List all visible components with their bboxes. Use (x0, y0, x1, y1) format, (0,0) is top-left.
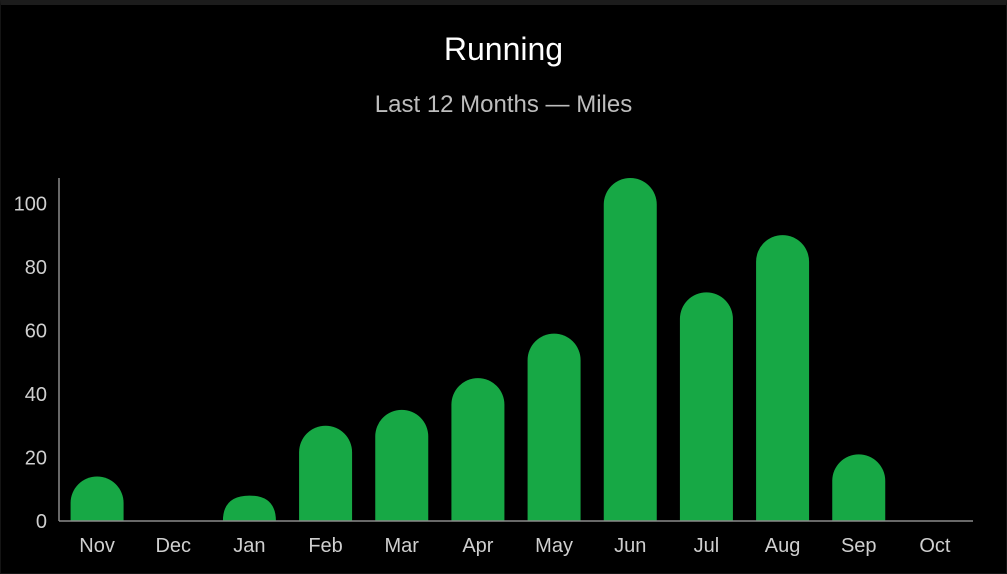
x-tick-label-nov: Nov (79, 535, 115, 557)
bars-group (70, 178, 886, 522)
x-tick-label-mar: Mar (385, 535, 420, 557)
y-tick-label: 0 (36, 511, 47, 533)
bar-nov (70, 476, 124, 521)
x-tick-label-dec: Dec (155, 535, 191, 557)
x-tick-label-apr: Apr (462, 535, 493, 557)
x-tick-label-aug: Aug (765, 535, 801, 557)
y-tick-label: 80 (25, 257, 47, 279)
y-axis-ticks: 0 20 40 60 80 100 (14, 193, 47, 533)
bar-may (527, 333, 581, 521)
bar-feb (299, 425, 353, 521)
x-tick-label-oct: Oct (919, 535, 951, 557)
bar-mar (375, 409, 429, 521)
bar-jan (222, 495, 276, 521)
x-tick-label-jan: Jan (233, 535, 265, 557)
bar-jun (603, 178, 657, 522)
bar-sep (832, 454, 886, 521)
y-tick-label: 100 (14, 193, 47, 215)
x-tick-label-sep: Sep (841, 535, 877, 557)
bar-aug (756, 235, 810, 521)
y-tick-label: 60 (25, 320, 47, 342)
bar-jul (679, 292, 733, 521)
y-tick-label: 40 (25, 384, 47, 406)
chart-subtitle: Last 12 Months — Miles (374, 91, 633, 118)
chart-title: Running (443, 31, 564, 67)
bar-apr (451, 378, 505, 521)
x-tick-label-jul: Jul (694, 535, 720, 557)
x-tick-label-feb: Feb (308, 535, 342, 557)
bar-chart: 0 20 40 60 80 100 Nov Dec Jan Feb Mar Apr May Jun Jul… (14, 178, 973, 557)
x-tick-label-may: May (535, 535, 573, 557)
x-tick-label-jun: Jun (614, 535, 646, 557)
x-axis-ticks: Nov Dec Jan Feb Mar Apr May Jun Jul Aug Sep Oct (79, 535, 951, 557)
y-tick-label: 20 (25, 447, 47, 469)
